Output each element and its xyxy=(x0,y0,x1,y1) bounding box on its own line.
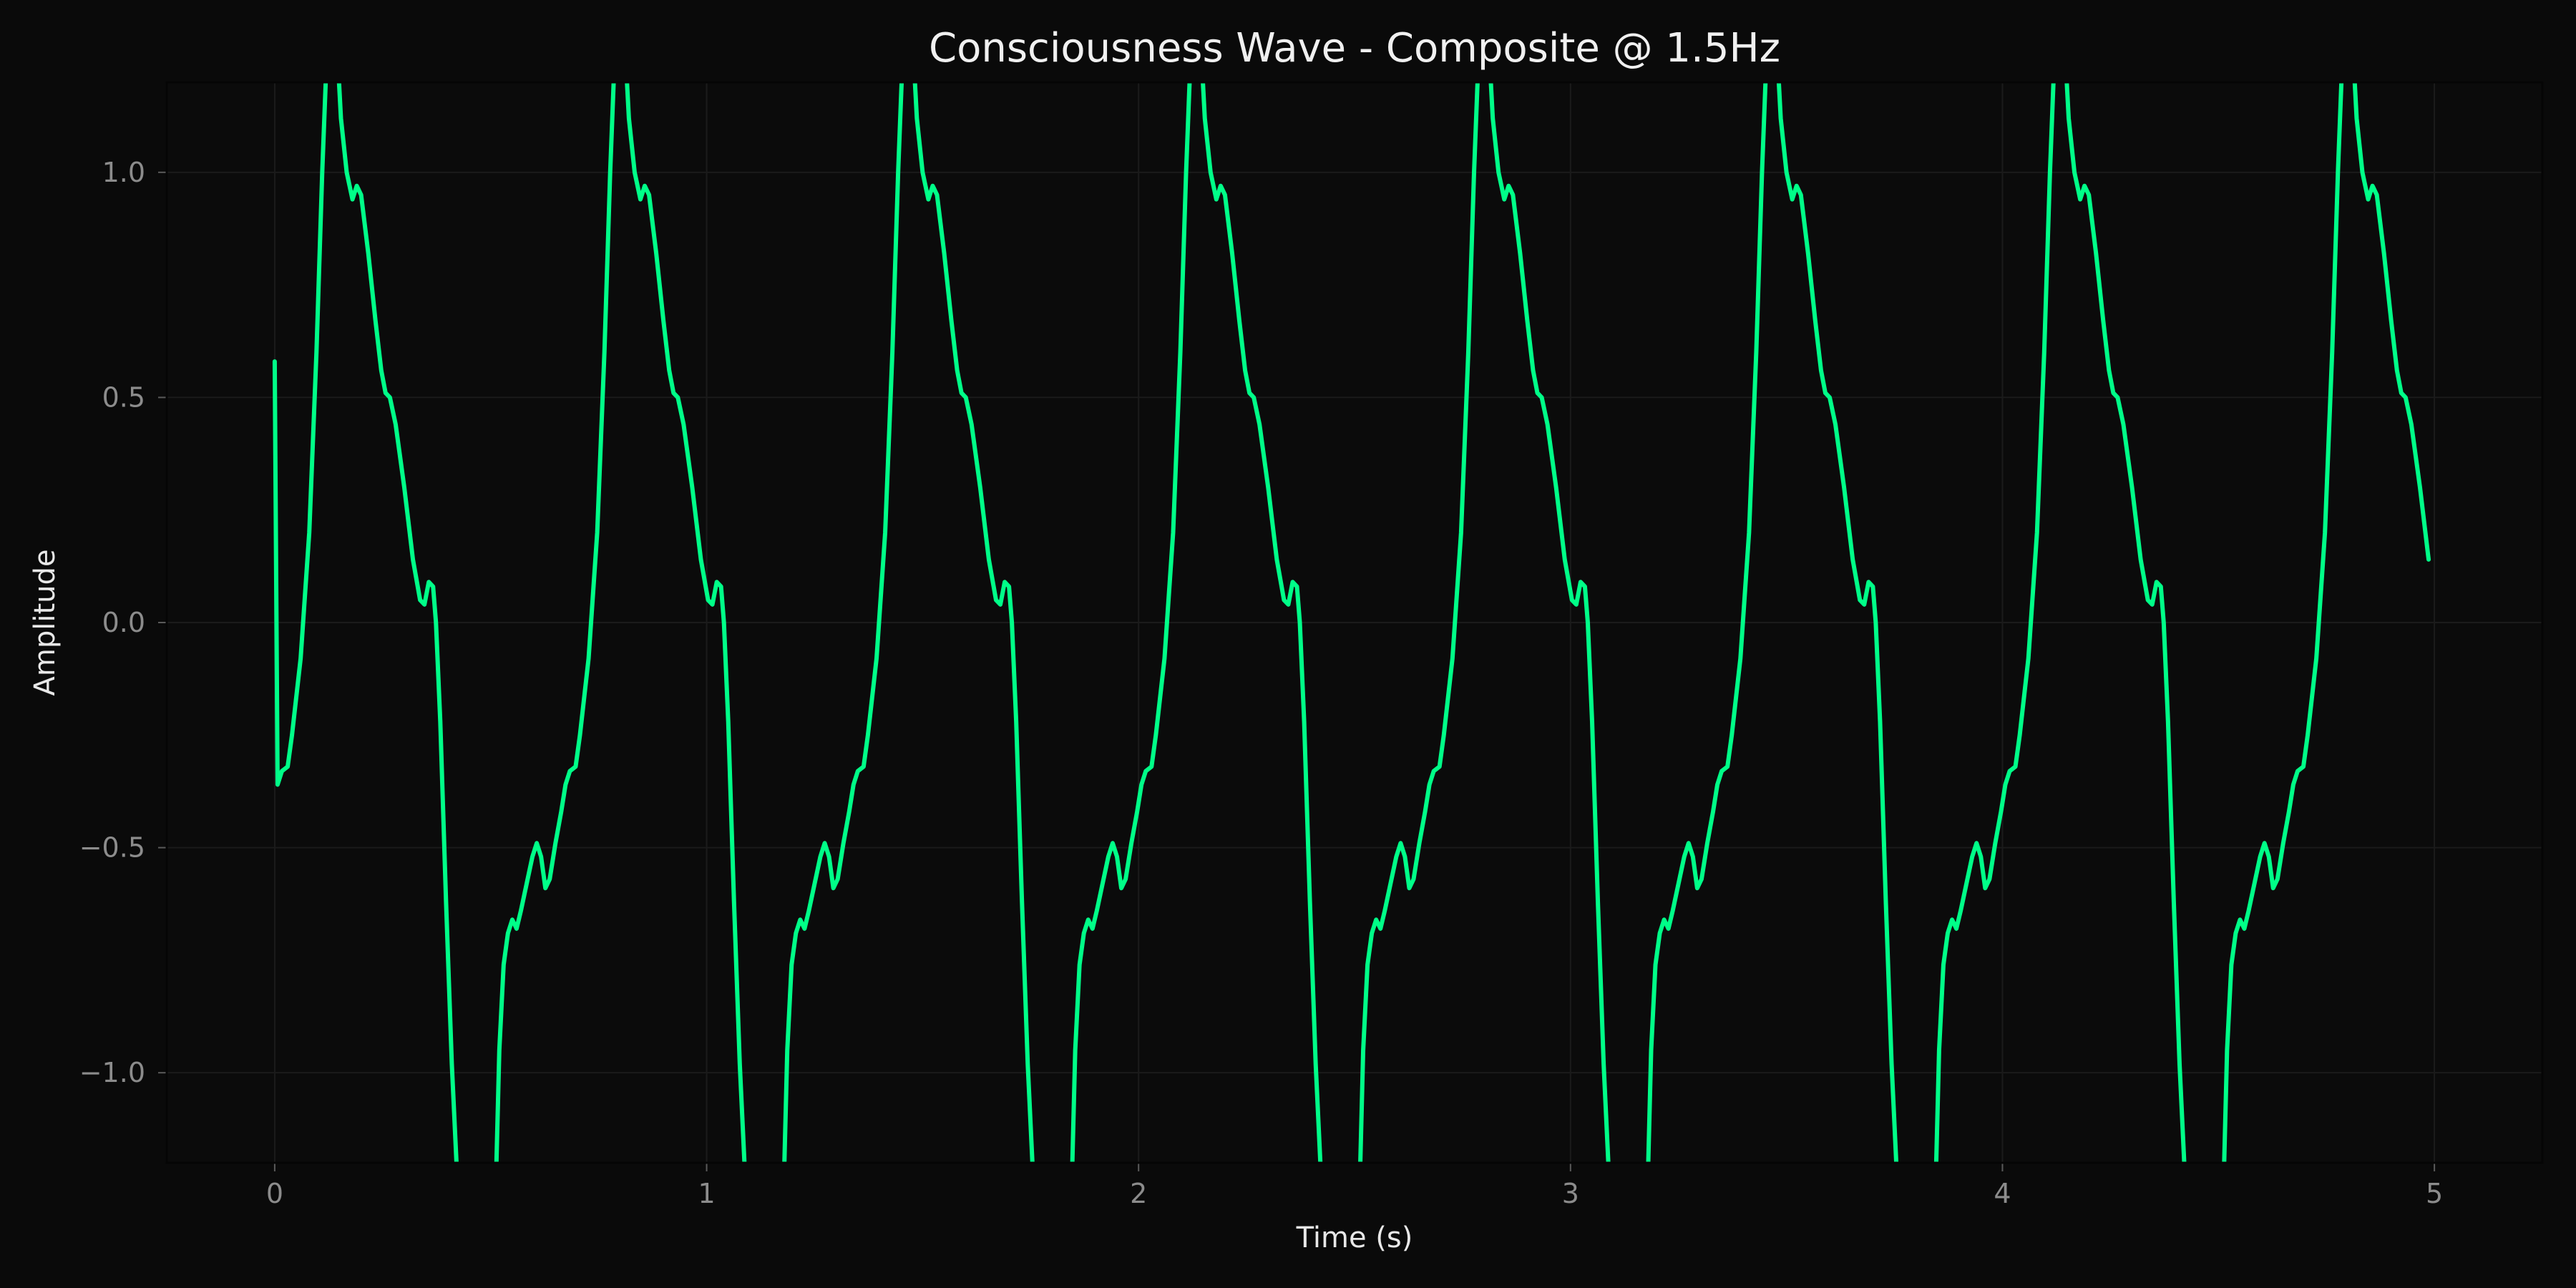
series-group xyxy=(272,82,2431,1163)
plot-area: 0 1 2 3 4 5 −1.0 −0.5 0.0 0.5 1.0 xyxy=(79,81,2544,1209)
axes-frame xyxy=(165,81,2544,1164)
x-tick-label-5: 5 xyxy=(2426,1178,2443,1209)
y-tick-label-3: 0.5 xyxy=(102,381,145,413)
series-line-0 xyxy=(272,82,2431,1163)
x-tick-label-3: 3 xyxy=(1562,1178,1579,1209)
y-axis-label: Amplitude xyxy=(29,550,62,696)
y-tick-label-4: 1.0 xyxy=(102,157,145,188)
y-tick-label-1: −0.5 xyxy=(79,832,145,864)
x-axis-label: Time (s) xyxy=(1296,1221,1413,1254)
y-tick-label-0: −1.0 xyxy=(79,1057,145,1088)
x-tick-label-0: 0 xyxy=(266,1178,283,1209)
x-ticks: 0 1 2 3 4 5 xyxy=(266,1163,2443,1209)
x-tick-label-4: 4 xyxy=(1994,1178,2011,1209)
x-tick-label-1: 1 xyxy=(698,1178,715,1209)
plot-frame xyxy=(165,81,2544,1164)
x-tick-label-2: 2 xyxy=(1130,1178,1147,1209)
y-ticks: −1.0 −0.5 0.0 0.5 1.0 xyxy=(79,157,167,1088)
grid-lines xyxy=(167,82,2542,1163)
y-tick-label-2: 0.0 xyxy=(102,607,145,638)
chart-title: Consciousness Wave - Composite @ 1.5Hz xyxy=(929,25,1780,72)
